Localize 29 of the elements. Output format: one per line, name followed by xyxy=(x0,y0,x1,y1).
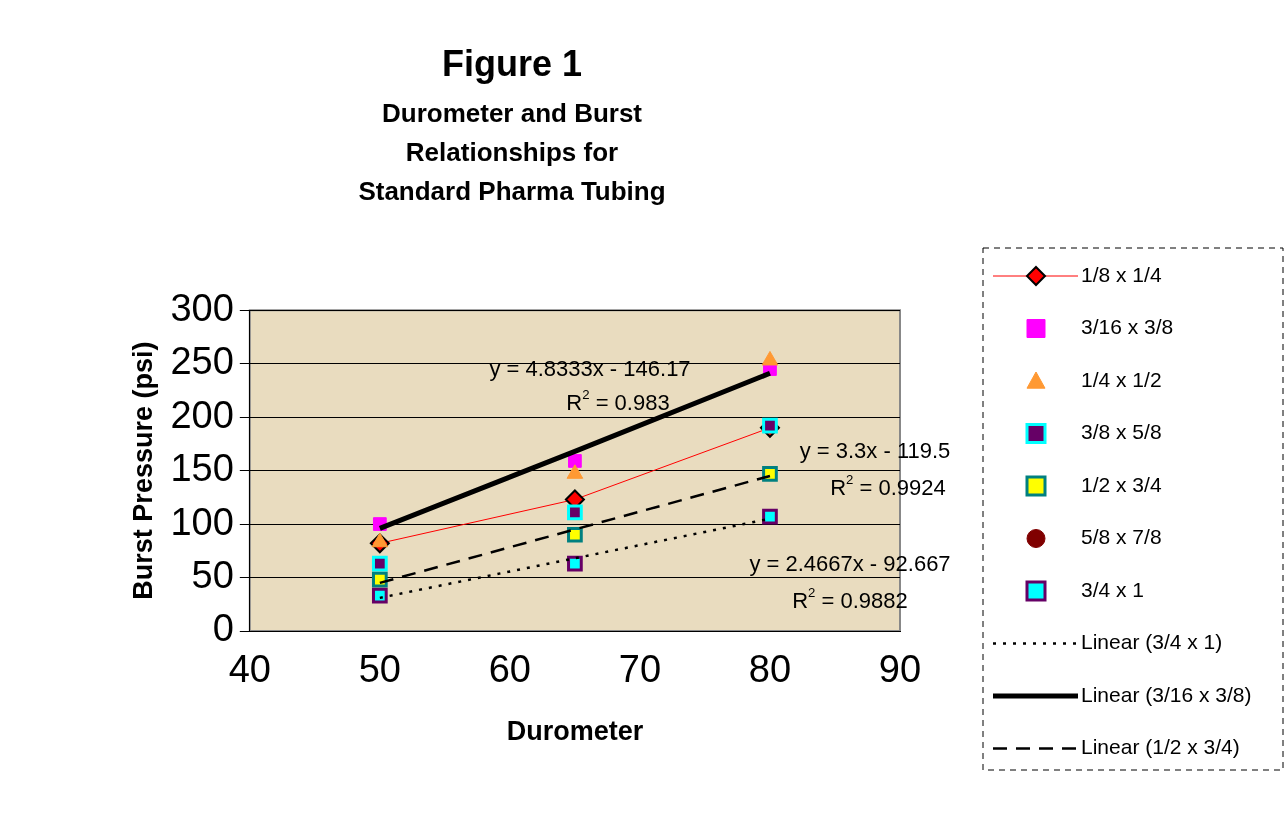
x-tick-label: 70 xyxy=(618,648,662,691)
legend-label: 5/8 x 7/8 xyxy=(1081,525,1162,549)
legend-label: 1/2 x 3/4 xyxy=(1081,472,1162,496)
x-tick-label: 60 xyxy=(488,648,532,691)
y-tick-label: 150 xyxy=(170,447,234,490)
chart-subtitle: Durometer and Burst Relationships for Standard Pharma Tubing xyxy=(358,97,666,206)
chart-title: Figure 1 xyxy=(441,42,583,84)
y-axis-title: Burst Pressure (psi) xyxy=(127,341,158,600)
x-tick-label: 80 xyxy=(748,648,792,691)
x-tick-label: 50 xyxy=(358,648,401,691)
legend-label: Linear (3/16 x 3/8) xyxy=(1081,682,1252,706)
y-tick-label: 300 xyxy=(170,286,234,329)
legend-label: 3/16 x 3/8 xyxy=(1081,315,1174,339)
legend-label: 1/4 x 1/2 xyxy=(1081,367,1162,391)
x-tick-label: 40 xyxy=(228,648,271,691)
y-tick-label: 0 xyxy=(212,607,234,650)
legend-label: Linear (1/2 x 3/4) xyxy=(1081,735,1240,759)
legend-label: 1/8 x 1/4 xyxy=(1081,262,1162,286)
y-tick-label: 50 xyxy=(191,554,234,597)
annotation: y = 2.4667x - 92.667 xyxy=(749,551,951,577)
annotation: y = 3.3x - 119.5 xyxy=(799,438,951,464)
y-tick-label: 250 xyxy=(170,340,234,383)
legend-label: 3/4 x 1 xyxy=(1081,577,1145,601)
y-tick-label: 100 xyxy=(170,500,234,543)
y-tick-label: 200 xyxy=(170,393,234,436)
legend-label: Linear (3/4 x 1) xyxy=(1081,630,1223,654)
x-tick-label: 90 xyxy=(878,648,922,691)
x-axis-title: Durometer xyxy=(506,716,644,747)
legend-label: 3/8 x 5/8 xyxy=(1081,420,1162,444)
